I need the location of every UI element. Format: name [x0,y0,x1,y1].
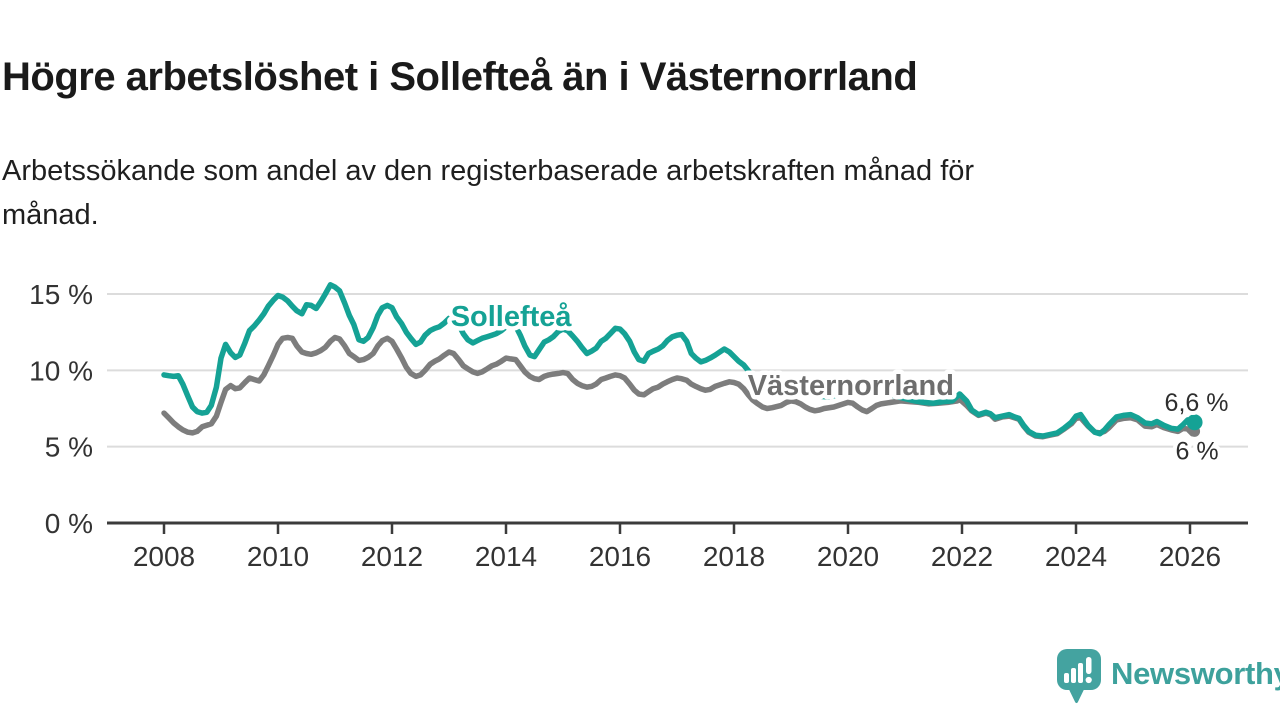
x-tick-label: 2020 [817,541,879,572]
page-title: Högre arbetslöshet i Sollefteå än i Väst… [2,54,918,99]
x-tick-label: 2012 [361,541,423,572]
chart-subtitle: Arbetssökande som andel av den registerb… [2,155,975,231]
newsworthy-logo-icon [1056,648,1102,709]
x-tick-label: 2010 [247,541,309,572]
x-tick-label: 2024 [1045,541,1107,572]
series-label-västernorrland: Västernorrland [748,370,954,402]
x-tick-label: 2022 [931,541,993,572]
y-tick-label: 5 % [45,432,93,463]
y-tick-label: 15 % [29,279,93,310]
series-line-västernorrland [161,334,1198,440]
x-tick-label: 2016 [589,541,651,572]
series-label-sollefteå: Sollefteå [451,301,573,333]
x-tick-label: 2008 [133,541,195,572]
end-value-label-västernorrland: 6 % [1176,437,1219,465]
series-line-sollefteå [161,282,1198,439]
end-value-label-sollefteå: 6,6 % [1165,389,1229,417]
x-tick-label: 2018 [703,541,765,572]
newsworthy-branding: Newsworthy [1056,648,1280,708]
x-tick-label: 2026 [1159,541,1221,572]
y-tick-label: 0 % [45,508,93,539]
newsworthy-logo-text: Newsworthy [1111,656,1280,691]
end-dot-sollefteå [1186,414,1203,431]
x-tick-label: 2014 [475,541,537,572]
y-tick-label: 10 % [29,355,93,386]
